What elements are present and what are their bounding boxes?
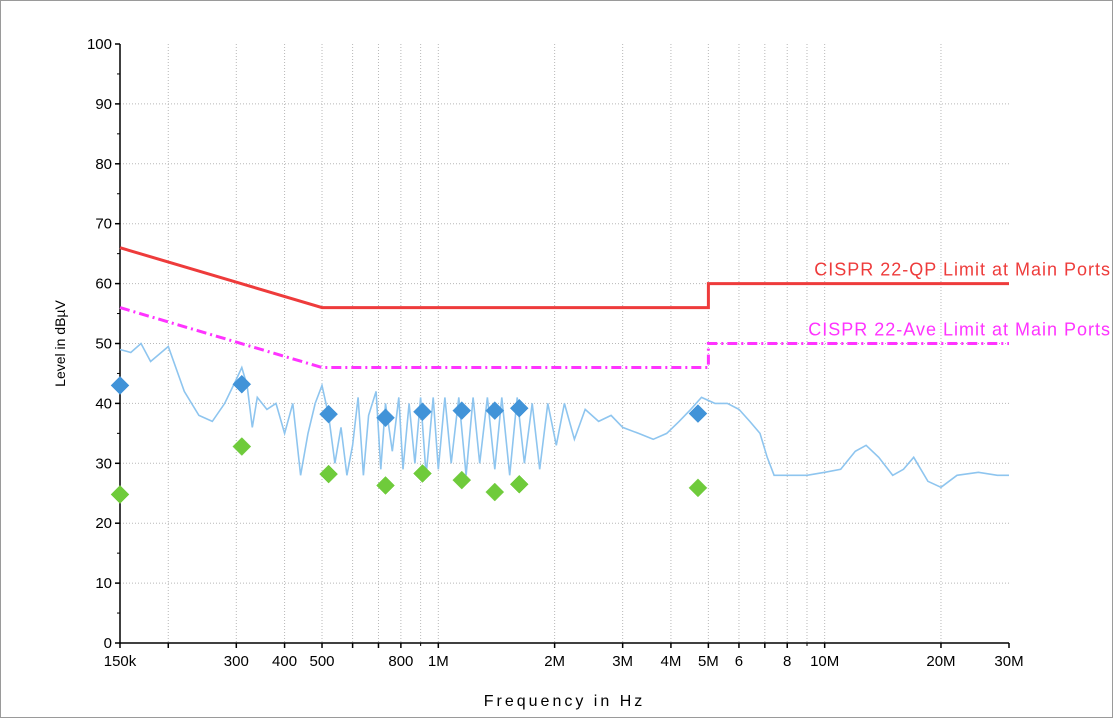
x-tick-label: 500 xyxy=(309,653,334,670)
y-tick-label: 50 xyxy=(95,336,112,353)
y-tick-label: 20 xyxy=(95,515,112,532)
x-tick-label: 800 xyxy=(388,653,413,670)
x-tick-label: 2M xyxy=(544,653,565,670)
grid xyxy=(120,44,1009,643)
limit-line xyxy=(119,246,1009,310)
qp-marker xyxy=(376,408,395,428)
x-tick-label: 3M xyxy=(612,653,633,670)
avg-marker xyxy=(688,478,708,498)
limit-label: CISPR 22-QP Limit at Main Ports xyxy=(814,260,1111,280)
x-tick-label: 5M xyxy=(698,653,719,670)
limit-label: CISPR 22-Ave Limit at Main Ports xyxy=(808,320,1111,340)
avg-marker xyxy=(485,482,505,502)
avg-marker xyxy=(413,464,432,483)
qp-marker xyxy=(452,401,472,420)
x-tick-label: 30M xyxy=(994,653,1023,670)
measurement-trace xyxy=(119,342,1009,489)
label-layer: Frequency in Hz Level in dBµV CISPR 22-QP … xyxy=(52,260,1111,710)
x-axis-title: Frequency in Hz xyxy=(484,693,646,710)
avg-marker xyxy=(232,437,252,456)
qp-marker xyxy=(110,376,130,395)
x-tick-label: 400 xyxy=(272,653,297,670)
y-tick-label: 30 xyxy=(95,455,112,472)
axes: 0 10 20 30 40 50 60 70 80 90 100 150k 300 400 500 800 1M… xyxy=(87,36,1024,670)
qp-marker xyxy=(232,374,252,394)
y-tick-label: 100 xyxy=(87,36,112,53)
avg-marker xyxy=(376,476,395,495)
y-tick-label: 60 xyxy=(95,276,112,293)
avg-marker xyxy=(110,485,130,504)
y-tick-label: 70 xyxy=(95,216,112,233)
avg-marker xyxy=(319,464,338,484)
x-tick-label: 150k xyxy=(104,653,137,670)
x-tick-label: 1M xyxy=(428,653,449,670)
y-tick-label: 10 xyxy=(95,575,112,592)
x-tick-label: 4M xyxy=(660,653,681,670)
y-tick-label: 40 xyxy=(95,395,112,412)
x-tick-label: 20M xyxy=(926,653,955,670)
series-layer xyxy=(119,246,1009,489)
qp-marker xyxy=(413,402,432,422)
qp-marker xyxy=(688,404,708,423)
y-tick-label: 80 xyxy=(95,156,112,173)
y-axis-title: Level in dBµV xyxy=(52,300,68,387)
y-tick-label: 90 xyxy=(95,96,112,113)
limit-line xyxy=(119,306,1009,369)
marker-layer xyxy=(110,374,708,504)
x-tick-label: 8 xyxy=(783,653,791,670)
qp-marker xyxy=(319,404,338,424)
qp-marker xyxy=(485,401,505,420)
y-tick-label: 0 xyxy=(104,635,112,652)
x-tick-label: 10M xyxy=(810,653,839,670)
avg-marker xyxy=(509,474,529,494)
x-tick-label: 300 xyxy=(224,653,249,670)
avg-marker xyxy=(452,470,472,490)
x-tick-label: 6 xyxy=(735,653,743,670)
qp-marker xyxy=(509,398,529,418)
